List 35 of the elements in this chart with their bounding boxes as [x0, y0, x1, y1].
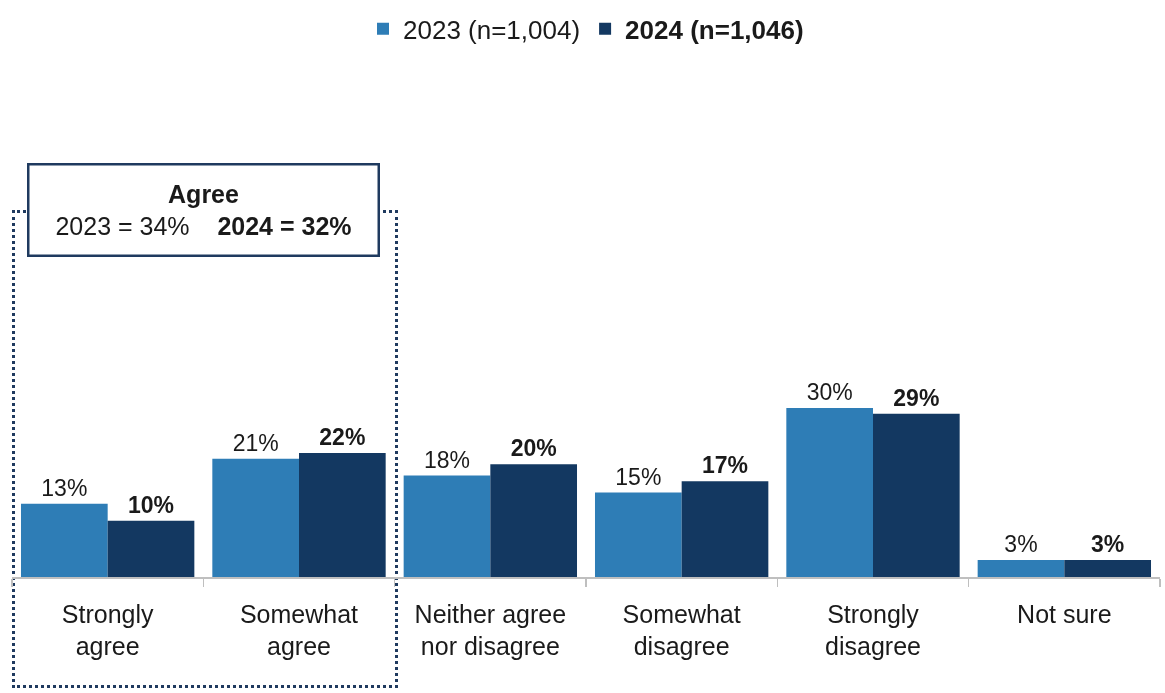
- text: 2024 = 32%: [217, 212, 352, 240]
- x-tick-label: Strongly disagree: [825, 599, 921, 660]
- legend-label: 2023 (n=1,004): [403, 14, 581, 45]
- bar: [786, 408, 873, 577]
- data-label: 3%: [1091, 531, 1125, 558]
- x-tick-label: Somewhat disagree: [622, 599, 741, 660]
- data-label: 29%: [893, 384, 940, 411]
- bar: [873, 413, 960, 577]
- text: 2023 = 34%: [55, 212, 190, 240]
- bar: [403, 475, 491, 577]
- data-label: 10%: [127, 491, 175, 518]
- data-label: 22%: [319, 424, 366, 451]
- bar: [594, 492, 682, 577]
- data-label: 13%: [41, 474, 88, 501]
- bar: [20, 503, 108, 577]
- bar: [977, 560, 1065, 577]
- bar: [681, 481, 769, 577]
- bar: [490, 464, 578, 577]
- text: Agree: [168, 179, 240, 208]
- x-tick-label: Strongly agree: [61, 599, 155, 660]
- data-label: 15%: [615, 463, 662, 490]
- data-label: 20%: [510, 435, 557, 462]
- bar: [1064, 560, 1152, 577]
- data-label: 21%: [232, 429, 279, 456]
- x-tick-label: Not sure: [1017, 599, 1112, 628]
- data-label: 18%: [423, 446, 471, 473]
- bar: [107, 520, 195, 577]
- data-label: 3%: [1004, 531, 1038, 558]
- x-tick-label: Somewhat agree: [239, 599, 359, 660]
- bar: [299, 453, 386, 577]
- bar: [212, 458, 299, 577]
- data-label: 30%: [806, 379, 853, 405]
- legend-label: 2024 (n=1,046): [625, 14, 804, 45]
- data-label: 17%: [701, 452, 749, 479]
- x-tick-label: Neither agree nor disagree: [414, 599, 567, 660]
